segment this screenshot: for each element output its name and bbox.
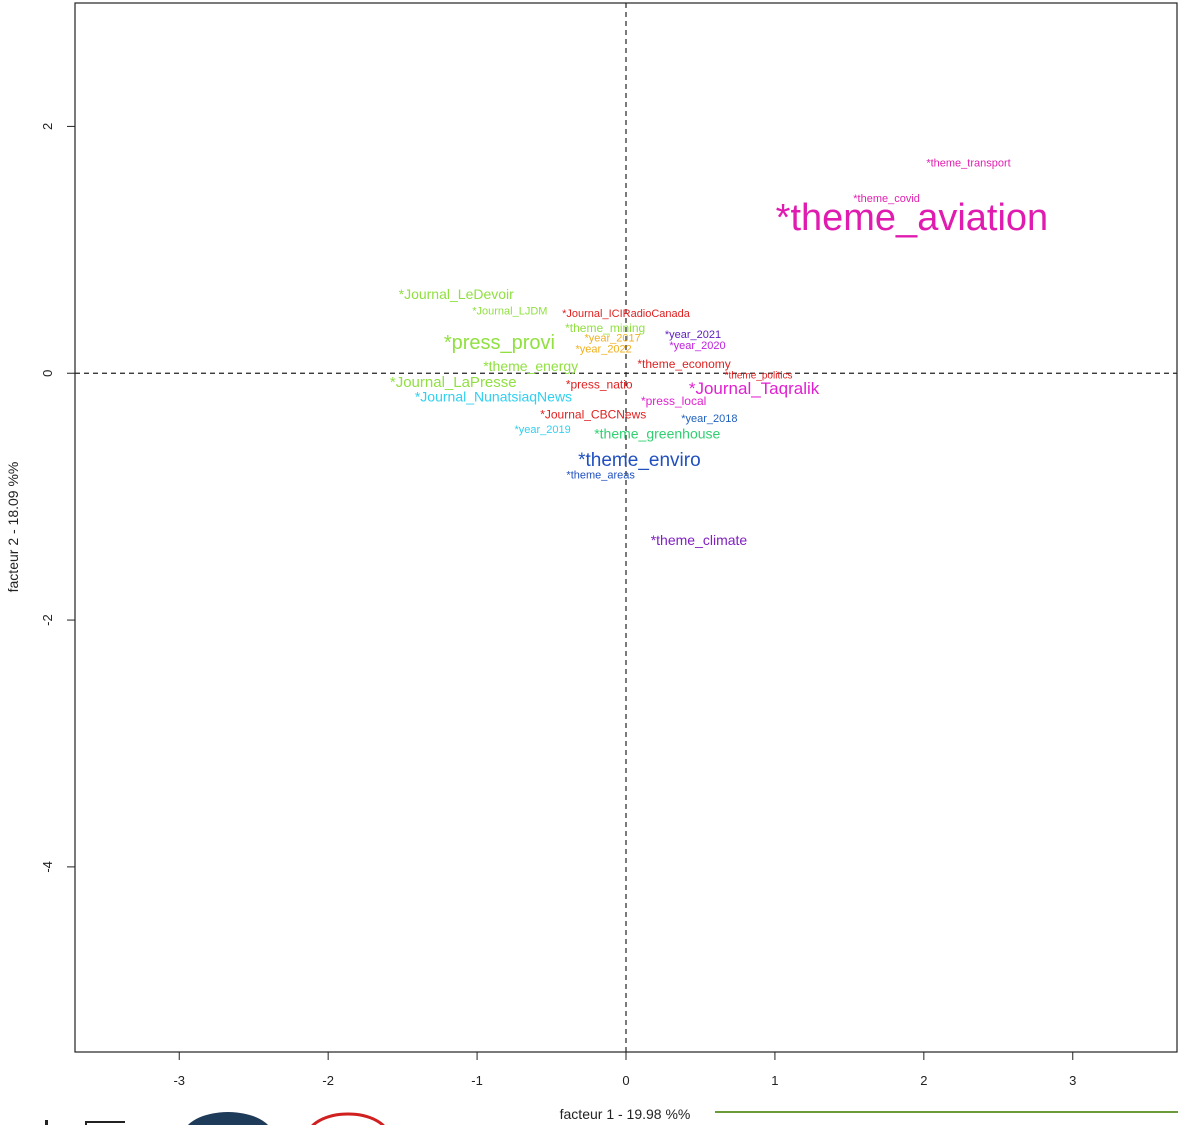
- point-label-year-2017: *year_2017: [584, 333, 640, 345]
- point-label-press-natio: *press_natio: [566, 378, 633, 392]
- point-label-theme-areas: *theme_areas: [566, 470, 635, 482]
- point-label-press-provi: *press_provi: [444, 332, 555, 354]
- point-label-journal-ledevoir: *Journal_LeDevoir: [399, 286, 515, 302]
- y-tick-label: -4: [40, 861, 55, 873]
- point-label-journal-taqralik: *Journal_Taqralik: [689, 379, 820, 398]
- point-label-year-2019: *year_2019: [514, 424, 570, 436]
- y-tick-label: 2: [40, 123, 55, 130]
- point-label-journal-lapresse: *Journal_LaPresse: [390, 374, 517, 391]
- point-label-theme-mining: *theme_mining: [565, 321, 645, 335]
- point-label-year-2018: *year_2018: [681, 413, 737, 425]
- plot-frame: [74, 2, 1178, 1053]
- point-label-year-2022: *year_2022: [576, 344, 632, 356]
- x-tick-label: 0: [622, 1073, 629, 1088]
- point-label-theme-transport: *theme_transport: [926, 157, 1010, 169]
- x-axis-title: facteur 1 - 19.98 %%: [560, 1106, 691, 1122]
- reference-lines: [75, 3, 1177, 1052]
- point-label-theme-aviation: *theme_aviation: [776, 197, 1049, 239]
- point-label-theme-economy: *theme_economy: [637, 357, 730, 371]
- x-tick-label: 1: [771, 1073, 778, 1088]
- y-tick-label: 0: [40, 370, 55, 377]
- x-tick-label: 3: [1069, 1073, 1076, 1088]
- y-axis-title: facteur 2 - 18.09 %%: [5, 462, 21, 593]
- point-label-theme-covid: *theme_covid: [853, 193, 920, 205]
- point-label-theme-enviro: *theme_enviro: [578, 450, 701, 471]
- axis-ticks: -3 -2 -1 0 1 2 3 -4 -2 0 2: [40, 123, 1076, 1088]
- point-label-theme-politics: *theme_politics: [725, 370, 793, 381]
- point-label-journal-ljdm: *Journal_LJDM: [472, 305, 547, 317]
- point-label-year-2021: *year_2021: [665, 329, 721, 341]
- point-label-theme-climate: *theme_climate: [651, 532, 748, 548]
- footer-logos: [0, 1100, 1179, 1125]
- x-tick-label: -2: [322, 1073, 334, 1088]
- x-tick-label: -1: [471, 1073, 483, 1088]
- point-label-journal-nunatsiaqnews: *Journal_NunatsiaqNews: [415, 389, 572, 405]
- logo-circle-dark: [188, 1112, 268, 1125]
- x-tick-label: 2: [920, 1073, 927, 1088]
- logo-mark-left: [45, 1120, 125, 1125]
- point-label-year-2020: *year_2020: [669, 340, 725, 352]
- y-tick-label: -2: [40, 614, 55, 626]
- x-tick-label: -3: [173, 1073, 185, 1088]
- point-label-journal-iciradiocanada: *Journal_ICIRadioCanada: [562, 308, 691, 320]
- point-label-theme-greenhouse: *theme_greenhouse: [594, 426, 720, 442]
- point-label-journal-cbcnews: *Journal_CBCNews: [540, 407, 646, 421]
- point-labels: *theme_transport *theme_covid*theme_aviat…: [390, 157, 1048, 547]
- point-label-theme-energy: *theme_energy: [483, 358, 578, 374]
- logo-circle-red: [311, 1112, 385, 1125]
- point-label-press-local: *press_local: [641, 394, 706, 408]
